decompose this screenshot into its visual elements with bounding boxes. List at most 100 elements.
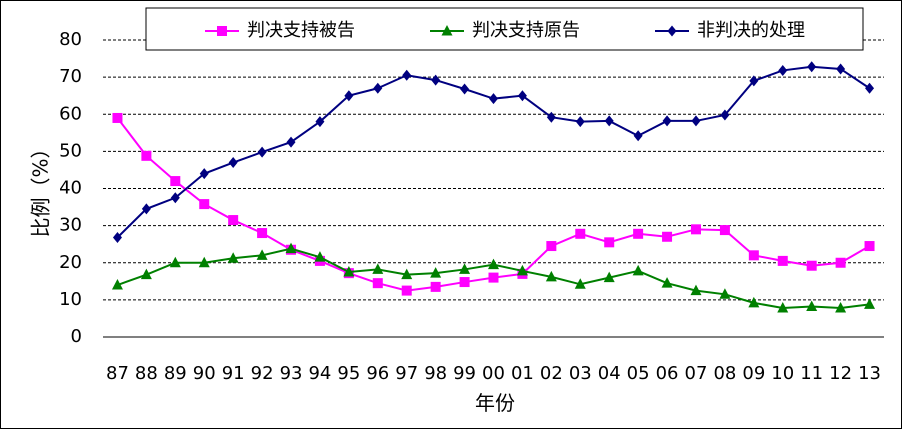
data-point-square bbox=[217, 26, 227, 36]
data-point-triangle bbox=[603, 271, 615, 283]
data-point-square bbox=[372, 278, 383, 289]
data-point-square bbox=[835, 257, 846, 268]
x-axis-title: 年份 bbox=[475, 391, 515, 415]
data-point-square bbox=[690, 224, 701, 235]
data-point-diamond bbox=[865, 82, 875, 94]
data-point-triangle bbox=[285, 242, 297, 254]
data-point-triangle bbox=[441, 25, 453, 36]
data-point-square bbox=[662, 231, 673, 242]
data-point-diamond bbox=[633, 130, 643, 142]
data-point-diamond bbox=[749, 75, 759, 87]
data-point-diamond bbox=[286, 136, 296, 148]
data-point-diamond bbox=[112, 232, 122, 244]
x-tick-label: 07 bbox=[685, 363, 708, 384]
x-tick-label: 13 bbox=[858, 363, 881, 384]
data-point-triangle bbox=[140, 268, 152, 280]
data-point-triangle bbox=[488, 258, 499, 270]
y-tick-label: 60 bbox=[59, 103, 82, 124]
x-tick-label: 87 bbox=[106, 363, 129, 384]
x-axis-ticks: 87 88 89 90 91 92 93 94 95 96 97 98 99 00 01 02 03 04 05 06… bbox=[106, 363, 881, 384]
x-tick-label: 04 bbox=[598, 363, 621, 384]
legend-item: 非判决的处理 bbox=[655, 20, 805, 41]
y-axis-ticks: 0 10 20 30 40 50 60 70 80 bbox=[59, 29, 82, 347]
x-tick-label: 03 bbox=[569, 363, 592, 384]
data-point-square bbox=[604, 237, 615, 248]
data-point-square bbox=[401, 285, 412, 296]
x-tick-label: 91 bbox=[222, 363, 245, 384]
x-tick-label: 89 bbox=[164, 363, 187, 384]
x-tick-label: 10 bbox=[771, 363, 794, 384]
data-point-triangle bbox=[545, 270, 557, 282]
x-tick-label: 05 bbox=[627, 363, 650, 384]
series-2 bbox=[111, 242, 876, 313]
x-tick-label: 09 bbox=[742, 363, 765, 384]
data-point-triangle bbox=[343, 266, 355, 277]
data-point-triangle bbox=[835, 302, 847, 313]
y-tick-label: 40 bbox=[59, 178, 82, 199]
x-tick-label: 06 bbox=[656, 363, 679, 384]
x-tick-label: 00 bbox=[482, 363, 505, 384]
data-point-triangle bbox=[719, 288, 731, 299]
data-point-triangle bbox=[430, 267, 442, 278]
data-point-triangle bbox=[574, 278, 586, 289]
data-point-square bbox=[228, 215, 239, 226]
data-point-diamond bbox=[373, 82, 383, 94]
data-point-square bbox=[864, 241, 875, 252]
x-tick-label: 02 bbox=[540, 363, 563, 384]
x-tick-label: 95 bbox=[337, 363, 360, 384]
data-point-triangle bbox=[661, 277, 673, 288]
data-point-triangle bbox=[169, 256, 181, 268]
y-tick-label: 80 bbox=[59, 29, 82, 50]
data-point-diamond bbox=[141, 203, 151, 215]
data-point-diamond bbox=[170, 192, 180, 204]
x-tick-label: 12 bbox=[829, 363, 852, 384]
legend: 判决支持被告 判决支持原告 非判决的处理 bbox=[145, 7, 864, 51]
data-point-square bbox=[748, 250, 759, 261]
data-point-diamond bbox=[460, 83, 470, 95]
data-point-square bbox=[112, 112, 123, 123]
data-point-diamond bbox=[807, 61, 817, 73]
data-point-square bbox=[459, 277, 470, 288]
data-point-square bbox=[546, 241, 557, 252]
data-point-diamond bbox=[257, 146, 267, 158]
data-point-diamond bbox=[546, 111, 556, 123]
data-point-triangle bbox=[459, 263, 471, 274]
data-point-diamond bbox=[778, 64, 788, 76]
data-point-square bbox=[430, 281, 441, 292]
data-point-triangle bbox=[864, 298, 876, 309]
data-point-diamond bbox=[344, 90, 354, 102]
data-point-diamond bbox=[402, 69, 412, 81]
data-point-triangle bbox=[690, 284, 702, 296]
data-point-diamond bbox=[720, 109, 730, 121]
data-point-triangle bbox=[256, 249, 268, 260]
legend-label: 判决支持原告 bbox=[472, 20, 580, 41]
data-point-square bbox=[488, 272, 499, 283]
data-point-square bbox=[575, 228, 586, 239]
x-tick-label: 90 bbox=[193, 363, 216, 384]
data-point-diamond bbox=[604, 115, 614, 127]
y-tick-label: 20 bbox=[59, 252, 82, 273]
data-point-square bbox=[199, 199, 210, 210]
x-tick-label: 01 bbox=[511, 363, 534, 384]
x-tick-label: 93 bbox=[280, 363, 303, 384]
x-tick-label: 96 bbox=[366, 363, 389, 384]
data-point-triangle bbox=[632, 264, 644, 276]
data-point-diamond bbox=[431, 74, 441, 86]
data-point-square bbox=[141, 150, 152, 161]
data-point-triangle bbox=[777, 302, 789, 313]
legend-item: 判决支持原告 bbox=[430, 20, 580, 41]
y-tick-label: 70 bbox=[59, 66, 82, 87]
data-point-diamond bbox=[315, 116, 325, 128]
legend-box bbox=[145, 7, 864, 51]
data-point-triangle bbox=[111, 279, 123, 290]
x-tick-label: 88 bbox=[135, 363, 158, 384]
legend-label: 判决支持被告 bbox=[247, 20, 355, 41]
data-point-triangle bbox=[401, 268, 413, 280]
data-point-diamond bbox=[199, 168, 209, 180]
data-point-triangle bbox=[314, 251, 326, 262]
x-tick-label: 08 bbox=[713, 363, 736, 384]
x-tick-label: 97 bbox=[395, 363, 418, 384]
data-point-triangle bbox=[748, 296, 760, 308]
data-point-square bbox=[719, 225, 730, 236]
x-tick-label: 94 bbox=[308, 363, 331, 384]
